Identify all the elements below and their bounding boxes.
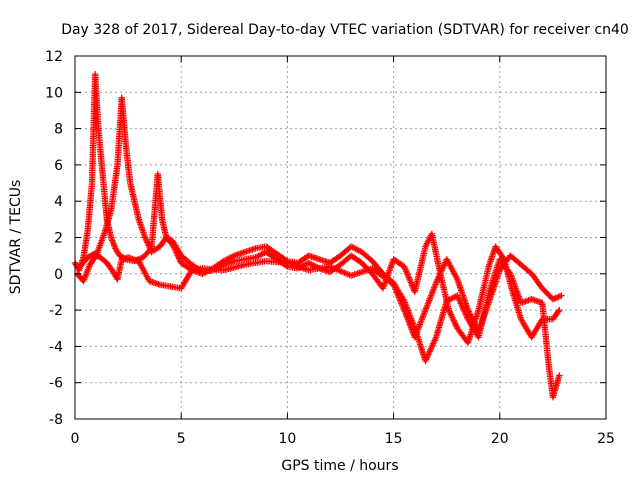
data-point [552,294,559,302]
x-tick-label: 0 [71,431,80,447]
x-axis-label: GPS time / hours [281,458,398,474]
data-point [452,322,460,329]
grid-lines [75,56,606,419]
data-point [555,308,562,315]
y-tick-label: -6 [49,376,63,392]
y-tick-label: 12 [45,49,63,65]
series-track-c [78,250,565,341]
x-tick-label: 5 [177,431,186,447]
y-tick-label: 10 [45,85,63,101]
y-tick-label: 6 [54,158,63,174]
data-markers [71,70,565,401]
y-tick-label: -8 [49,412,63,428]
data-point [449,314,456,321]
data-point [499,254,507,262]
data-point [556,306,563,314]
x-tick-label: 25 [597,431,615,447]
data-point [549,296,557,303]
data-point [451,320,459,327]
y-tick-label: -4 [49,339,63,355]
data-point [555,293,562,300]
x-tick-label: 20 [491,431,509,447]
data-point [447,309,454,317]
chart-title: Day 328 of 2017, Sidereal Day-to-day VTE… [61,22,629,38]
y-tick-label: -2 [49,303,63,319]
series-track-b [73,94,563,346]
axes-ticks: 0 5 10 15 20 25 -8 -6 -4 -2 0 2 4 6 8 10 12 [45,49,615,447]
y-tick-label: 4 [54,194,63,210]
y-tick-label: 0 [54,267,63,283]
data-point [558,292,565,299]
x-tick-label: 15 [385,431,403,447]
data-point [556,292,564,300]
y-tick-label: 2 [54,231,63,247]
data-point [449,315,457,323]
data-point [447,311,455,318]
data-point [446,308,453,315]
data-point [445,306,453,314]
y-axis-label: SDTVAR / TECUs [8,180,24,295]
data-point [556,372,563,379]
data-point [450,317,457,324]
data-point [176,256,183,264]
y-tick-label: 8 [54,122,63,138]
data-point [551,295,558,302]
data-point [451,319,458,326]
data-point [448,312,455,320]
data-point [553,294,561,301]
x-tick-label: 10 [278,431,296,447]
